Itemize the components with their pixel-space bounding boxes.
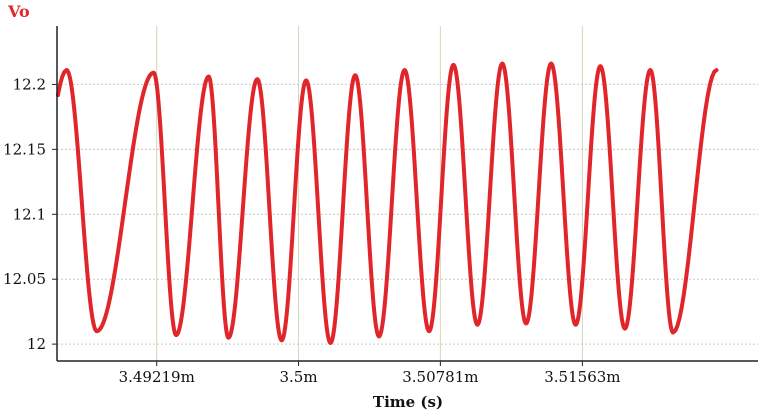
x-axis-ticks: 3.49219m 3.5m 3.50781m 3.51563m xyxy=(119,361,621,386)
series-peak-point xyxy=(151,70,156,75)
series-trough-point xyxy=(524,321,529,326)
series-extrema xyxy=(64,61,676,345)
series-trough-point xyxy=(279,338,284,343)
series-line-vo xyxy=(55,61,719,345)
x-tick-label: 3.50781m xyxy=(402,368,478,386)
series-trough-point xyxy=(226,335,231,340)
series-trough-point xyxy=(376,334,381,339)
x-axis-label: Time (s) xyxy=(373,393,443,411)
y-tick-label: 12.2 xyxy=(13,75,46,93)
y-tick-label: 12 xyxy=(27,335,46,353)
series-trough-point xyxy=(573,322,578,327)
series-trough-point xyxy=(174,333,179,338)
series-trough-point xyxy=(427,329,432,334)
series-peak-point xyxy=(353,73,358,78)
y-tick-label: 12.15 xyxy=(3,140,46,158)
chart-title: Vo xyxy=(7,2,30,21)
y-tick-label: 12.1 xyxy=(13,205,46,223)
series-peak-point xyxy=(206,74,211,79)
series-peak-point xyxy=(451,62,456,67)
series-trough-point xyxy=(475,322,480,327)
series-peak-point xyxy=(402,68,407,73)
series-peak-point xyxy=(598,64,603,69)
series-peak-point xyxy=(255,77,260,82)
y-tick-label: 12.05 xyxy=(3,270,46,288)
series-trough-point xyxy=(328,340,333,345)
y-axis-ticks: 12 12.05 12.1 12.15 12.2 xyxy=(3,75,57,353)
series-trough-point xyxy=(94,329,99,334)
x-tick-label: 3.5m xyxy=(279,368,317,386)
series-peak-point xyxy=(648,68,653,73)
x-tick-label: 3.49219m xyxy=(119,368,195,386)
series-trough-point xyxy=(622,326,627,331)
series-peak-point xyxy=(500,61,505,66)
series-peak-point xyxy=(64,68,69,73)
series-peak-point xyxy=(549,61,554,66)
series-peak-point xyxy=(304,78,309,83)
x-tick-label: 3.51563m xyxy=(544,368,620,386)
series-trough-point xyxy=(671,330,676,335)
